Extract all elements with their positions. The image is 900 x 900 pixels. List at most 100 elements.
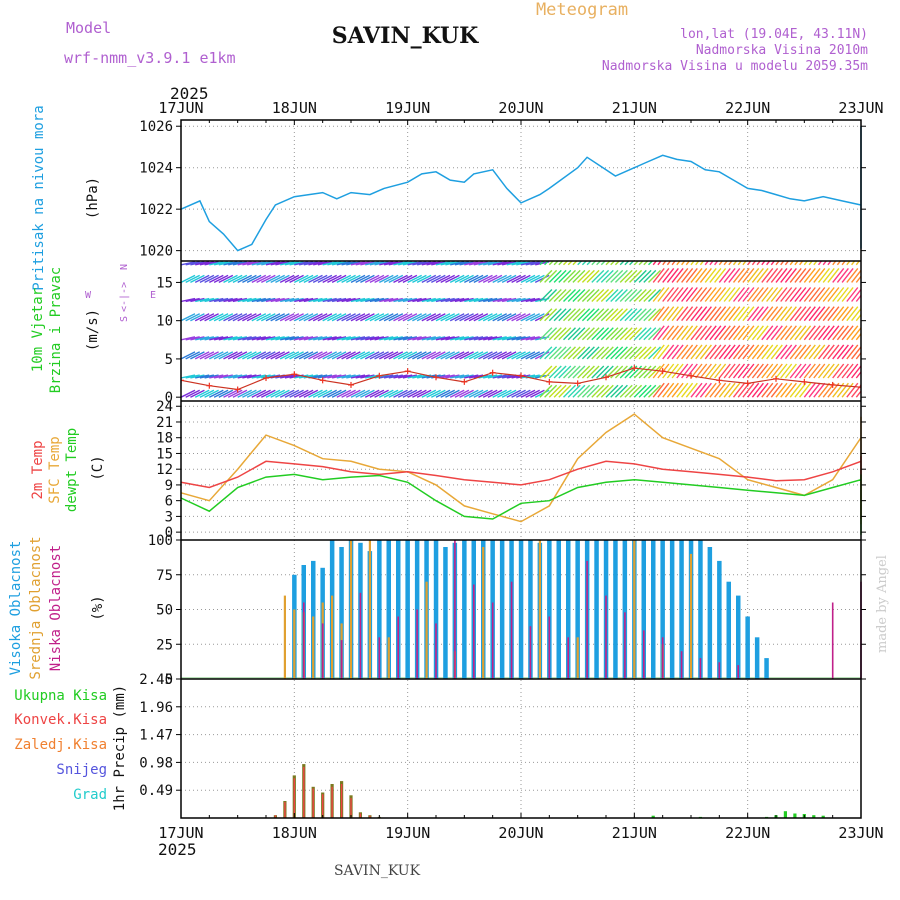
- wind-barb: [365, 336, 380, 341]
- precip-conv-bar: [312, 788, 314, 818]
- wind-barb: [303, 313, 319, 322]
- wind-barb: [308, 313, 323, 322]
- wind-barb: [596, 289, 610, 302]
- precip-conv-bar: [359, 813, 362, 818]
- wind-barb: [482, 274, 498, 284]
- wind-barb: [275, 351, 290, 360]
- wind-barb: [789, 261, 795, 266]
- wind-barb: [714, 267, 727, 283]
- wind-barb: [497, 313, 512, 322]
- wind-barb: [393, 374, 408, 379]
- wind-barb: [775, 261, 780, 266]
- wind-barb: [402, 336, 418, 341]
- wind-barb: [709, 267, 722, 283]
- wind-barb: [553, 384, 567, 398]
- wind-barb: [487, 297, 503, 303]
- wind-barb: [742, 363, 755, 379]
- wind-barb: [780, 287, 793, 302]
- wind-barb: [784, 261, 790, 266]
- wind-barb: [246, 389, 262, 398]
- wind-barb: [289, 297, 304, 303]
- wind-ytick-label: 0: [165, 390, 173, 406]
- wind-barb: [766, 261, 771, 266]
- wind-barb: [275, 274, 290, 284]
- wind-barb: [737, 267, 750, 283]
- temp-ytick-label: 18: [156, 431, 173, 447]
- wind-barb: [709, 363, 722, 379]
- wind-unit-text: (m/s): [85, 309, 101, 351]
- wind-barb: [459, 351, 474, 360]
- wind-barb: [624, 327, 638, 341]
- wind-barb: [402, 389, 418, 398]
- wind-barb: [232, 351, 248, 360]
- wind-barb: [841, 363, 854, 379]
- temp-unit: (C): [90, 455, 106, 480]
- wind-barb: [265, 313, 281, 322]
- wind-barb: [388, 351, 404, 360]
- wind-barb: [440, 374, 455, 379]
- wind-barb: [327, 261, 342, 266]
- wind-barb: [723, 382, 736, 398]
- wind-barb: [591, 269, 605, 283]
- wind-barb: [506, 274, 522, 284]
- wind-barb: [190, 351, 205, 360]
- wind-barb: [379, 374, 394, 379]
- wind-barb: [265, 274, 281, 284]
- cloud-high-bar: [754, 637, 760, 679]
- wind-barb: [341, 389, 356, 398]
- cloud-high-bar: [462, 540, 467, 679]
- wind-barb: [780, 306, 793, 322]
- wind-barb: [846, 267, 859, 283]
- wind-barb: [256, 336, 271, 341]
- wind-barb: [789, 267, 802, 283]
- wind-barb: [539, 308, 553, 322]
- wind-barb: [605, 269, 619, 283]
- wind-barb: [369, 274, 385, 284]
- wind-barb: [440, 389, 456, 398]
- wind-barb: [699, 287, 712, 302]
- cloud-high-bar: [518, 540, 524, 679]
- cloud-high-bar: [594, 540, 599, 679]
- wind-barb: [827, 267, 840, 283]
- wind-barb: [464, 261, 479, 266]
- wind-barb: [770, 287, 783, 302]
- wind-barb: [567, 289, 581, 302]
- wind-barb: [685, 287, 698, 302]
- wind-barb: [808, 382, 821, 398]
- wind-barb: [487, 374, 503, 379]
- wind-barb: [662, 344, 675, 360]
- wind-barb: [718, 382, 731, 398]
- wind-barb: [322, 351, 338, 360]
- wind-barb: [704, 382, 717, 398]
- pressure-unit-text: (hPa): [85, 177, 101, 219]
- cloud-mid-bar: [482, 547, 485, 679]
- wind-barb: [704, 325, 717, 341]
- wind-barb: [751, 306, 764, 322]
- wind-barb: [619, 384, 633, 398]
- wind-barb: [581, 346, 595, 360]
- wind-barb: [468, 297, 484, 303]
- wind-barb: [450, 261, 465, 266]
- temp-unit-text: (C): [90, 455, 106, 480]
- wind-barb: [374, 351, 389, 360]
- wind-barb: [737, 325, 750, 341]
- wind-barb: [251, 274, 267, 284]
- wind-barb: [685, 382, 698, 398]
- wind-barb: [435, 261, 451, 266]
- wind-barb: [388, 389, 404, 398]
- wind-barb: [331, 374, 347, 379]
- wind-barb: [539, 289, 553, 302]
- wind-barb: [581, 327, 595, 341]
- wind-barb: [435, 313, 451, 322]
- wind-barb: [492, 261, 507, 266]
- wind-barb: [596, 346, 610, 360]
- wind-barb: [747, 287, 760, 302]
- wind-barb: [515, 274, 531, 284]
- wind-barb: [421, 274, 437, 284]
- wind-barb: [572, 346, 586, 360]
- precip-ytick-label: 0.49: [139, 783, 173, 799]
- wind-barb: [360, 274, 375, 284]
- wind-barb: [558, 261, 564, 266]
- wind-barb: [614, 269, 628, 283]
- wind-barb: [638, 327, 652, 341]
